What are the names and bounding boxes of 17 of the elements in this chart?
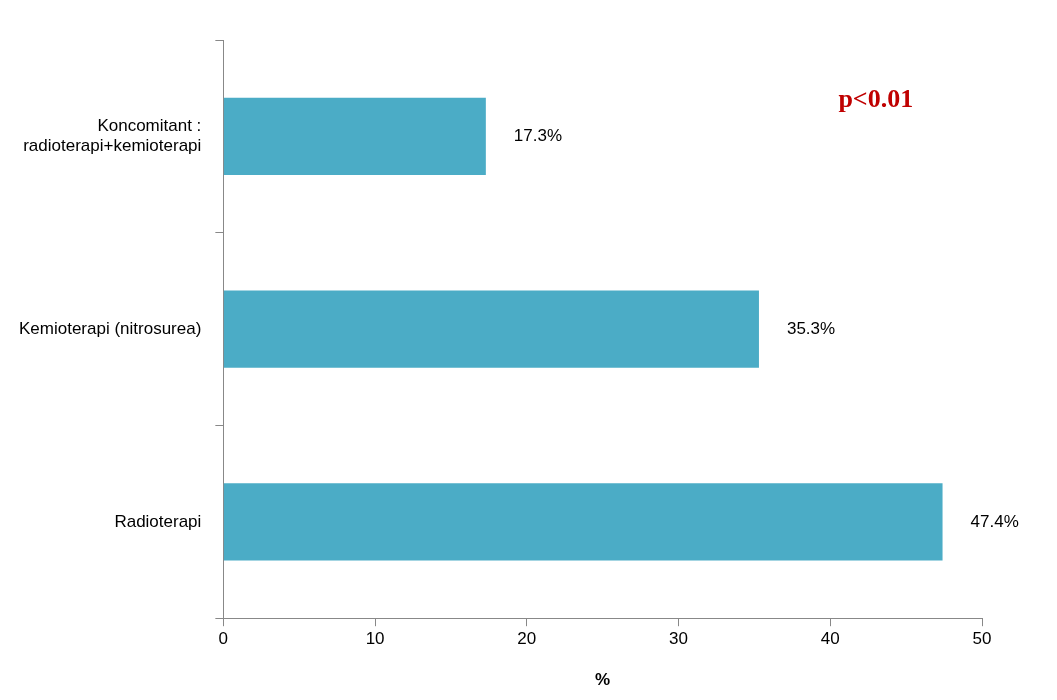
- y-tick-label: Radioterapi: [114, 511, 202, 531]
- bar: [223, 483, 943, 561]
- y-tick-label: Koncomitant : radioterapi+kemioterapi: [23, 115, 202, 156]
- x-tick-label: 0: [218, 629, 229, 649]
- bar: [223, 97, 486, 175]
- x-tick-label: 30: [669, 629, 688, 649]
- data-label: 47.4%: [970, 511, 1019, 531]
- y-tick-label: Kemioterapi (nitrosurea): [18, 318, 202, 338]
- x-tick-label: 40: [820, 629, 840, 649]
- x-tick-label: 20: [517, 629, 537, 649]
- x-tick-label: 10: [365, 629, 385, 649]
- data-label: 17.3%: [513, 126, 563, 146]
- data-label: 35.3%: [786, 318, 836, 338]
- x-tick-label: 50: [972, 629, 992, 649]
- bar: [223, 290, 759, 368]
- annotation: p<0.01: [838, 83, 914, 113]
- x-axis-title: %: [595, 670, 611, 690]
